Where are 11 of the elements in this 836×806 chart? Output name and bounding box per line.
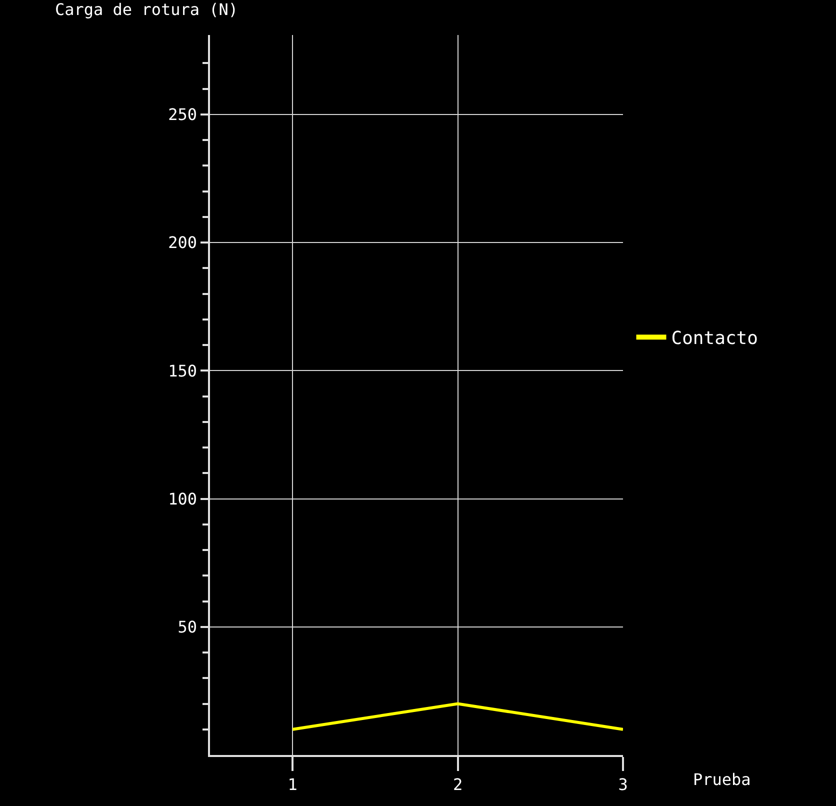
y-tick-label: 150 bbox=[168, 361, 198, 380]
x-tick-label: 3 bbox=[618, 774, 628, 794]
y-tick-label: 250 bbox=[168, 105, 198, 124]
y-tick-label: 200 bbox=[168, 233, 198, 252]
x-axis-title: Prueba bbox=[693, 770, 751, 789]
y-tick-label: 100 bbox=[168, 489, 198, 508]
y-axis-title: Carga de rotura (N) bbox=[55, 0, 238, 19]
legend-label: Contacto bbox=[671, 328, 758, 350]
x-tick-label: 1 bbox=[288, 774, 298, 794]
x-tick-label: 2 bbox=[452, 774, 463, 794]
y-tick-label: 50 bbox=[178, 617, 198, 636]
